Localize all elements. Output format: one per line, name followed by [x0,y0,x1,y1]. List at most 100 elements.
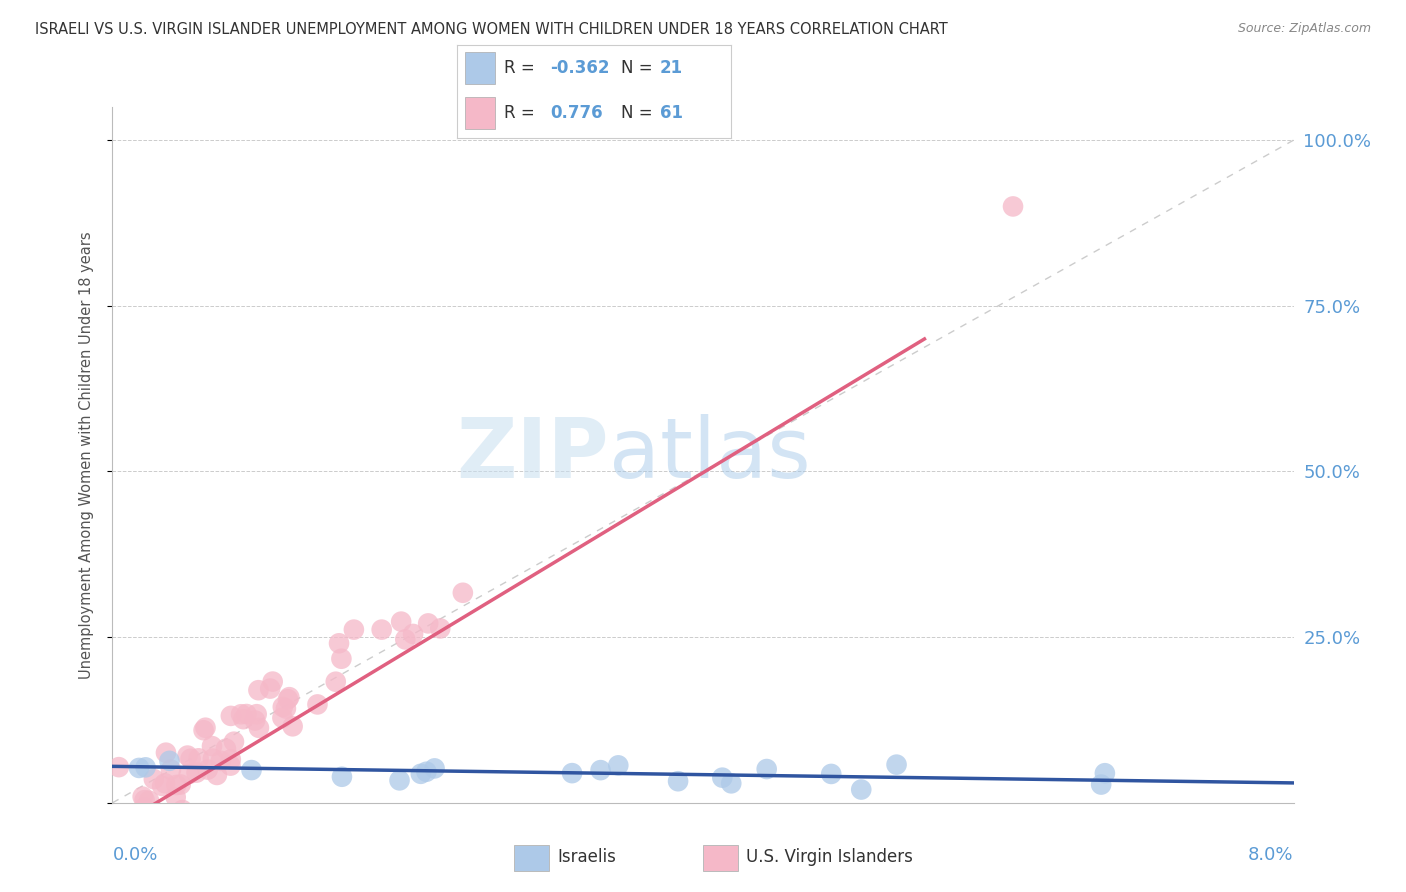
Text: atlas: atlas [609,415,810,495]
FancyBboxPatch shape [515,845,550,871]
Point [153,776,176,790]
Text: 21: 21 [659,59,683,77]
Text: 0.0%: 0.0% [112,846,157,863]
Point [219,758,242,772]
FancyBboxPatch shape [465,52,495,84]
Point [370,623,392,637]
Point [201,739,224,753]
Point [180,752,202,766]
Point [330,770,353,784]
Point [246,707,269,722]
Point [755,762,778,776]
Point [235,706,257,721]
Point [259,681,281,696]
Point [589,763,612,777]
Point [271,711,294,725]
Point [720,776,742,790]
Text: 0.776: 0.776 [550,104,603,122]
Point [197,763,219,777]
Point [142,772,165,786]
Point [177,767,200,781]
Point [429,622,451,636]
Point [271,699,294,714]
Point [1094,766,1116,780]
Point [281,719,304,733]
Point [274,701,297,715]
Point [711,771,734,785]
Text: 61: 61 [659,104,683,122]
Text: 8.0%: 8.0% [1249,846,1294,863]
Point [561,766,583,780]
Text: N =: N = [621,59,658,77]
Text: ISRAELI VS U.S. VIRGIN ISLANDER UNEMPLOYMENT AMONG WOMEN WITH CHILDREN UNDER 18 : ISRAELI VS U.S. VIRGIN ISLANDER UNEMPLOY… [35,22,948,37]
Point [278,690,301,705]
Point [193,723,215,738]
Text: R =: R = [503,59,540,77]
Point [409,767,432,781]
Point [232,712,254,726]
Y-axis label: Unemployment Among Women with Children Under 18 years: Unemployment Among Women with Children U… [79,231,94,679]
Point [176,748,198,763]
Point [262,674,284,689]
Point [388,773,411,788]
Point [418,616,440,631]
Point [402,627,425,641]
Point [886,757,908,772]
Point [187,751,209,765]
Point [240,763,263,777]
Point [186,765,208,780]
Point [247,721,270,735]
Point [307,698,329,712]
Point [219,709,242,723]
Point [160,763,183,777]
Text: U.S. Virgin Islanders: U.S. Virgin Islanders [747,847,912,866]
Point [219,752,242,766]
Point [666,774,689,789]
Point [328,636,350,650]
Point [170,777,193,791]
Point [165,790,187,805]
Point [243,714,266,728]
Point [135,760,157,774]
Point [330,652,353,666]
Point [222,734,245,748]
Point [205,768,228,782]
Point [325,674,347,689]
Point [142,809,165,823]
Text: Israelis: Israelis [557,847,616,866]
Point [141,809,163,823]
Point [201,751,224,765]
Point [150,779,173,793]
Text: -0.362: -0.362 [550,59,610,77]
Point [607,758,630,772]
Point [247,683,270,698]
Point [1001,199,1024,213]
Point [128,761,150,775]
Point [134,801,156,815]
Point [343,623,366,637]
Point [159,754,181,768]
Text: R =: R = [503,104,540,122]
Point [415,764,437,779]
Point [165,778,187,792]
FancyBboxPatch shape [465,97,495,129]
Text: ZIP: ZIP [456,415,609,495]
Point [215,741,238,756]
Point [172,803,194,817]
Point [451,586,474,600]
Point [108,760,131,774]
Point [820,767,842,781]
Point [277,692,299,706]
Point [394,632,416,647]
Point [134,793,156,807]
Text: Source: ZipAtlas.com: Source: ZipAtlas.com [1237,22,1371,36]
FancyBboxPatch shape [703,845,738,871]
Text: N =: N = [621,104,658,122]
Point [389,615,412,629]
Point [851,782,873,797]
Point [138,794,160,808]
Point [229,707,252,722]
Point [209,754,232,768]
Point [423,761,446,775]
Point [131,789,153,804]
